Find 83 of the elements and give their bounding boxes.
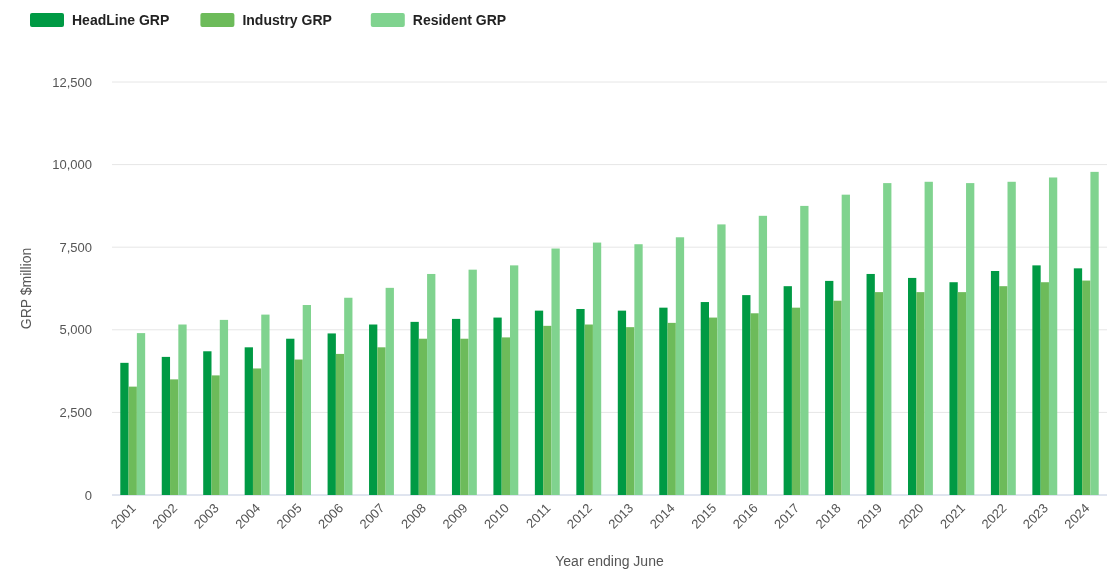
bar xyxy=(576,308,585,495)
bar xyxy=(949,282,958,495)
bar xyxy=(1007,181,1016,495)
bar xyxy=(634,244,643,495)
bar xyxy=(219,319,229,495)
bar xyxy=(742,295,751,495)
bar xyxy=(551,248,560,495)
bar xyxy=(874,292,884,495)
bar xyxy=(584,324,593,495)
bar xyxy=(501,337,510,495)
y-tick-label: 0 xyxy=(84,487,92,503)
y-tick-label: 5,000 xyxy=(59,322,92,338)
bar xyxy=(957,292,967,495)
y-tick-label: 12,500 xyxy=(52,74,92,90)
bar xyxy=(178,324,187,495)
bar xyxy=(667,322,676,495)
y-tick-label: 10,000 xyxy=(52,157,92,173)
bar xyxy=(460,338,469,495)
bar xyxy=(916,292,925,495)
bar xyxy=(327,333,336,495)
bar xyxy=(717,224,726,495)
bar xyxy=(659,307,668,495)
bar xyxy=(883,183,892,495)
bar xyxy=(418,338,428,495)
bar xyxy=(783,286,792,495)
bar xyxy=(924,181,933,495)
bar xyxy=(252,368,262,495)
bar xyxy=(1032,265,1041,495)
bar xyxy=(543,325,552,495)
y-tick-label: 2,500 xyxy=(59,404,92,420)
bar xyxy=(244,347,253,495)
y-tick-label: 7,500 xyxy=(59,239,92,255)
bar xyxy=(1082,280,1091,495)
bar xyxy=(966,183,975,495)
bar xyxy=(791,307,801,495)
bar xyxy=(908,277,917,495)
bar xyxy=(626,327,635,495)
bar xyxy=(1090,171,1099,495)
bar xyxy=(866,273,875,495)
bar xyxy=(385,287,394,495)
bar xyxy=(999,286,1008,495)
bar xyxy=(369,324,378,495)
bar xyxy=(211,375,220,495)
bar xyxy=(841,194,850,495)
bar xyxy=(510,265,519,495)
bar xyxy=(410,321,419,495)
bar xyxy=(493,317,502,495)
bar xyxy=(700,302,709,495)
bar xyxy=(1040,282,1049,495)
bar xyxy=(758,215,768,495)
bar xyxy=(1073,268,1083,495)
bar xyxy=(377,347,386,495)
bar xyxy=(286,338,295,495)
bar xyxy=(468,269,477,495)
bar xyxy=(161,356,171,495)
bar xyxy=(427,273,436,495)
bar xyxy=(833,300,842,495)
legend-label: Industry GRP xyxy=(242,12,332,28)
y-axis-title: GRP $million xyxy=(18,247,34,330)
legend-label: Resident GRP xyxy=(412,12,507,28)
bar xyxy=(203,351,212,495)
bar xyxy=(294,359,303,495)
bar xyxy=(261,314,270,495)
bar xyxy=(750,313,759,495)
bar xyxy=(709,317,718,495)
legend-label: HeadLine GRP xyxy=(72,12,170,28)
bar xyxy=(335,353,345,495)
bar xyxy=(170,379,179,495)
bar xyxy=(451,318,461,495)
x-axis-title: Year ending June xyxy=(555,553,664,569)
bar xyxy=(128,386,137,495)
bar xyxy=(825,280,834,495)
bar xyxy=(592,242,602,495)
bar xyxy=(302,305,311,495)
bar xyxy=(990,270,1000,495)
bar xyxy=(344,297,353,495)
bar xyxy=(136,333,146,495)
bar xyxy=(800,205,809,495)
bar xyxy=(534,310,544,495)
bar xyxy=(1048,177,1058,495)
bar xyxy=(120,362,129,495)
bar xyxy=(675,237,685,495)
bar xyxy=(617,310,627,495)
